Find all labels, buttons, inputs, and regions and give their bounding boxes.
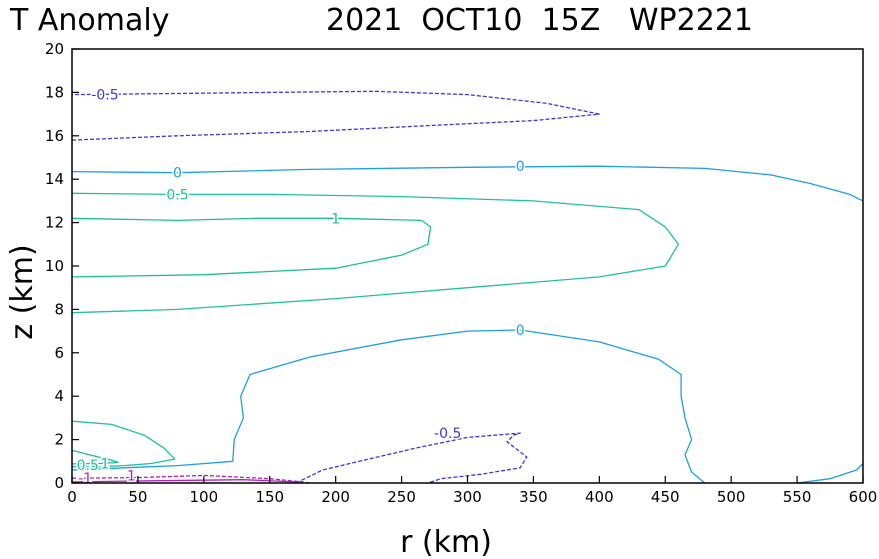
contour-label-9: -1 bbox=[78, 471, 92, 487]
y-tick-label-4: 8 bbox=[54, 300, 64, 318]
contour-label-0: -0.5 bbox=[91, 88, 118, 104]
x-tick-label-7: 350 bbox=[519, 488, 548, 506]
y-tick-label-9: 18 bbox=[45, 83, 64, 101]
plot-frame bbox=[71, 48, 864, 484]
contour-labels: -0.50 00.510-0.50.5 1-1 1 bbox=[75, 86, 526, 489]
contour-label-3: 0.5 bbox=[166, 187, 188, 203]
x-tick-label-1: 50 bbox=[128, 488, 147, 506]
y-axis-label: z (km) bbox=[5, 244, 40, 339]
x-tick-label-5: 250 bbox=[387, 488, 416, 506]
contour-line-3 bbox=[71, 217, 432, 278]
contour-label-10: 1 bbox=[127, 468, 136, 484]
y-tick-label-0: 0 bbox=[54, 474, 64, 492]
contour-label-7: 0.5 bbox=[77, 458, 99, 474]
title-group: T Anomaly 2021 OCT10 15Z WP2221 bbox=[9, 3, 753, 38]
y-tick-label-10: 20 bbox=[45, 40, 64, 58]
contour-line-1 bbox=[71, 165, 864, 202]
contour-label-8: 1 bbox=[101, 457, 110, 473]
x-axis-ticks: 0 50 100 150 200 250 300 350 400 450 500 550 600 bbox=[67, 476, 877, 506]
contour-line-0 bbox=[71, 90, 600, 141]
chart-title-right: 2021 OCT10 15Z WP2221 bbox=[326, 3, 753, 38]
chart-title-left: T Anomaly bbox=[9, 3, 169, 38]
contour-line-8 bbox=[71, 449, 119, 465]
contour-line-10 bbox=[71, 479, 297, 483]
contour-line-4 bbox=[71, 329, 706, 484]
contour-line-9 bbox=[71, 474, 310, 484]
contour-line-2 bbox=[71, 192, 680, 314]
x-tick-label-0: 0 bbox=[67, 488, 77, 506]
x-tick-label-9: 450 bbox=[651, 488, 680, 506]
x-tick-label-12: 600 bbox=[849, 488, 878, 506]
x-tick-label-3: 150 bbox=[255, 488, 284, 506]
y-tick-label-6: 12 bbox=[45, 214, 64, 232]
y-tick-label-8: 16 bbox=[45, 127, 64, 145]
x-tick-label-4: 200 bbox=[321, 488, 350, 506]
contour-lines bbox=[71, 90, 864, 484]
y-tick-label-2: 4 bbox=[54, 387, 64, 405]
y-tick-label-7: 14 bbox=[45, 170, 64, 188]
x-tick-label-2: 100 bbox=[190, 488, 219, 506]
y-tick-label-5: 10 bbox=[45, 257, 64, 275]
x-tick-label-10: 500 bbox=[717, 488, 746, 506]
y-axis-ticks: 0 2 4 6 8 10 12 14 16 18 20 bbox=[45, 40, 79, 492]
contour-label-6: -0.5 bbox=[434, 426, 461, 442]
x-axis-label: r (km) bbox=[400, 525, 492, 559]
x-tick-label-11: 550 bbox=[783, 488, 812, 506]
x-tick-label-6: 300 bbox=[453, 488, 482, 506]
contour-label-1: 0 bbox=[173, 166, 182, 182]
contour-label-4: 1 bbox=[331, 211, 340, 227]
contour-line-6 bbox=[295, 432, 528, 484]
contour-label-2: 0 bbox=[516, 159, 525, 175]
y-tick-label-1: 2 bbox=[54, 431, 64, 449]
contour-line-7 bbox=[71, 420, 176, 468]
contour-label-5: 0 bbox=[516, 323, 525, 339]
x-tick-label-8: 400 bbox=[585, 488, 614, 506]
y-tick-label-3: 6 bbox=[54, 344, 64, 362]
contour-line-5 bbox=[797, 463, 864, 484]
